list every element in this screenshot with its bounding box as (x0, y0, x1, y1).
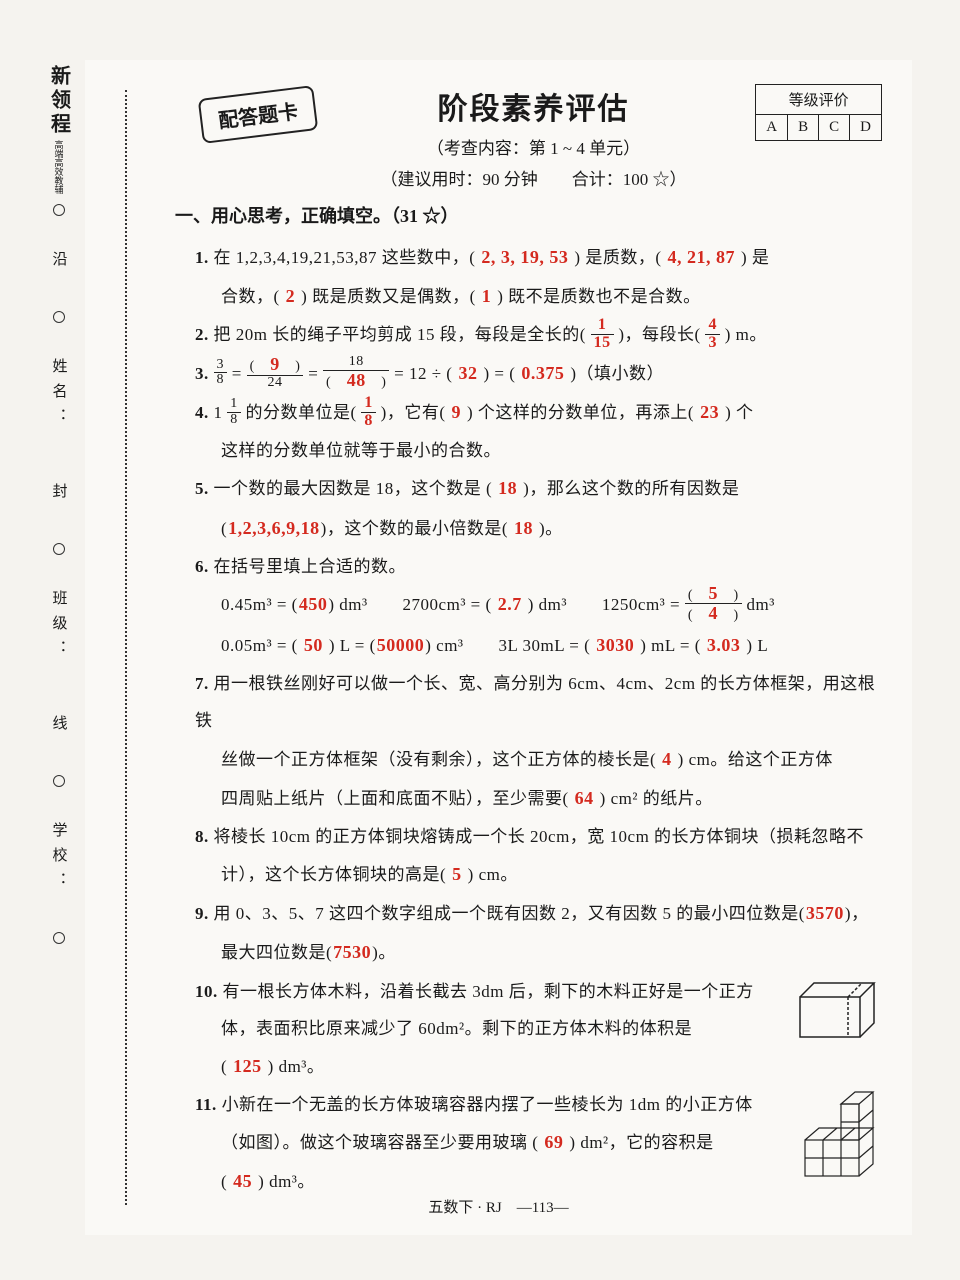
cuboid-figure (792, 975, 882, 1045)
question-11: 11. 小新在一个无盖的长方体玻璃容器内摆了一些棱长为 1dm 的小正方体 （如… (195, 1086, 882, 1202)
grade-b: B (788, 115, 819, 141)
answer: 7530 (332, 942, 372, 962)
answer-fraction: 18 (361, 395, 376, 430)
answer-fraction: 115 (591, 317, 614, 352)
header: 配答题卡 阶段素养评估 （考查内容：第 1 ~ 4 单元） （建议用时：90 分… (185, 82, 882, 192)
answer: 32 (452, 363, 483, 383)
brand-name: 新领程 (45, 65, 74, 137)
question-2: 2. 把 20m 长的绳子平均剪成 15 段，每段是全长的( 115 )，每段长… (195, 316, 882, 353)
answer: 125 (227, 1056, 268, 1076)
punch-hole (53, 775, 65, 787)
fraction: 18 (227, 397, 241, 427)
answer: 18 (492, 478, 523, 498)
answer: 3570 (805, 903, 845, 923)
answer: 0.375 (515, 363, 570, 383)
question-9: 9. 用 0、3、5、7 这四个数字组成一个既有因数 2，又有因数 5 的最小四… (195, 894, 882, 972)
answer: 3030 (590, 635, 640, 655)
fraction: 38 (214, 358, 228, 388)
sidebar: 新领程 高端高效教辅 沿 姓名： 封 班级： 线 学校： (35, 60, 83, 1235)
punch-hole (53, 311, 65, 323)
grade-c: C (819, 115, 850, 141)
label-class: 班级： (49, 590, 70, 665)
grade-label: 等级评价 (756, 85, 882, 115)
binding-dotted-line (125, 90, 127, 1205)
grade-d: D (850, 115, 882, 141)
punch-hole (53, 204, 65, 216)
fold-mark: 沿 (49, 251, 70, 276)
fold-mark: 封 (49, 483, 70, 508)
grade-a: A (756, 115, 788, 141)
punch-hole (53, 932, 65, 944)
grade-table: 等级评价 A B C D (755, 84, 882, 141)
answer: 3.03 (701, 635, 747, 655)
answer: 18 (508, 518, 539, 538)
answer: 2, 3, 19, 53 (475, 247, 574, 267)
answer: 2.7 (492, 594, 528, 614)
cube-stack-figure (797, 1086, 882, 1184)
answer-fraction: ( 5 )( 4 ) (685, 584, 742, 624)
fold-mark: 线 (49, 715, 70, 740)
question-1: 1. 在 1,2,3,4,19,21,53,87 这些数中，( 2, 3, 19… (195, 238, 882, 316)
answer: 1 (476, 286, 498, 306)
fraction: ( 9 )24 (247, 355, 304, 390)
answer: 64 (569, 788, 600, 808)
answer: 2 (280, 286, 302, 306)
question-7: 7. 用一根铁丝刚好可以做一个长、宽、高分别为 6cm、4cm、2cm 的长方体… (195, 665, 882, 818)
fraction: 18( 48 ) (323, 355, 389, 390)
answer: 4, 21, 87 (662, 247, 742, 267)
answer: 23 (694, 402, 725, 422)
answer: 69 (538, 1132, 569, 1152)
punch-hole (53, 543, 65, 555)
answer: 1,2,3,6,9,18 (227, 518, 321, 538)
content: 配答题卡 阶段素养评估 （考查内容：第 1 ~ 4 单元） （建议用时：90 分… (185, 82, 882, 1202)
answer-fraction: 43 (705, 317, 720, 352)
answer: 450 (298, 594, 329, 614)
label-name: 姓名： (49, 358, 70, 433)
question-5: 5. 一个数的最大因数是 18，这个数是 ( 18 )，那么这个数的所有因数是 … (195, 469, 882, 547)
question-3: 3. 38 = ( 9 )24 = 18( 48 ) = 12 ÷ ( 32 )… (195, 354, 882, 393)
page: 新领程 高端高效教辅 沿 姓名： 封 班级： 线 学校： 配答题卡 阶段素养评估… (85, 60, 912, 1235)
question-4: 4. 1 18 的分数单位是( 18 )，它有( 9 ) 个这样的分数单位，再添… (195, 393, 882, 469)
answer: 50 (298, 635, 329, 655)
answer: 5 (446, 864, 468, 884)
question-10: 10. 有一根长方体木料，沿着长截去 3dm 后，剩下的木料正好是一个正方 体，… (195, 973, 882, 1086)
question-8: 8. 将棱长 10cm 的正方体铜块熔铸成一个长 20cm，宽 10cm 的长方… (195, 818, 882, 894)
brand-sub: 高端高效教辅 (53, 140, 66, 194)
answer: 4 (656, 749, 678, 769)
label-school: 学校： (49, 822, 70, 897)
answer: 50000 (376, 635, 426, 655)
answer: 9 (446, 402, 468, 422)
answer: 45 (227, 1171, 258, 1191)
section-heading: 一、用心思考，正确填空。（31 ☆） (175, 202, 882, 228)
question-6: 6. 在括号里填上合适的数。 0.45m³ = (450) dm³ 2700cm… (195, 548, 882, 666)
page-footer: 五数下 · RJ —113— (85, 1196, 912, 1217)
time-info: （建议用时：90 分钟 合计：100 ☆） (185, 165, 882, 190)
